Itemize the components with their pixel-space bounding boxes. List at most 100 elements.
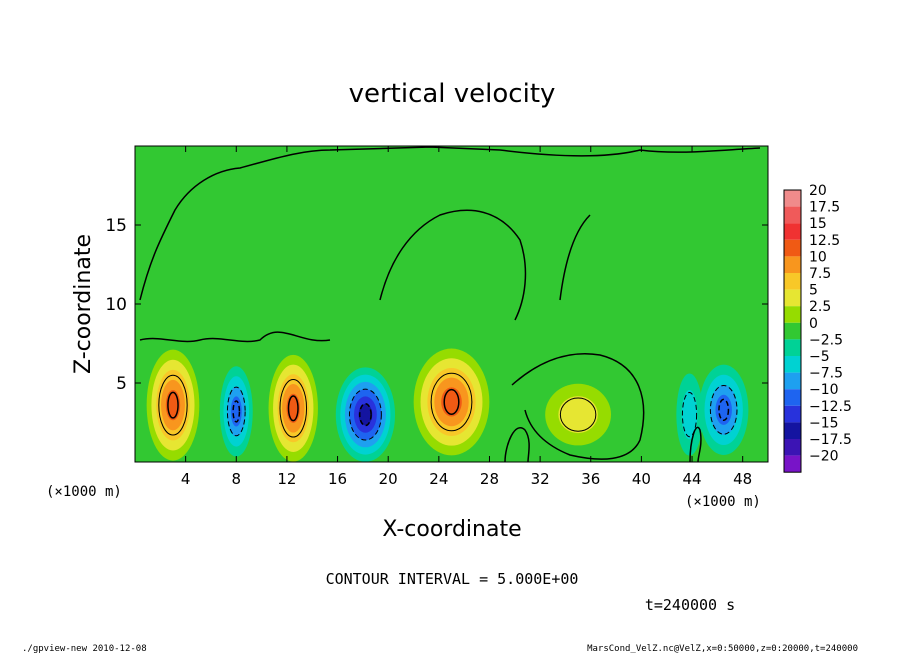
colorbar-swatch (784, 422, 801, 439)
field-features (146, 348, 749, 462)
contour-line (348, 388, 382, 441)
colorbar-swatch (784, 339, 801, 356)
contour-line (681, 391, 698, 438)
colorbar-label: −15 (809, 415, 839, 431)
colorbar-swatch (784, 289, 801, 307)
zero-contour-tower (379, 209, 527, 321)
feature-5 (545, 383, 612, 446)
colorbar-swatch (784, 206, 801, 224)
colorbar-label: 7.5 (809, 266, 831, 282)
colorbar-swatch (784, 306, 801, 323)
colorbar-label: 15 (809, 216, 827, 232)
colorbar-label: 20 (809, 183, 827, 199)
feature-band (571, 408, 585, 421)
colorbar-label: −10 (809, 382, 839, 398)
x-tick-label: 20 (379, 470, 398, 488)
x-tick-label: 24 (429, 470, 448, 488)
colorbar-label: 10 (809, 249, 827, 265)
feature-band (448, 397, 455, 407)
feature-band (234, 406, 239, 417)
x-tick-label: 28 (480, 470, 499, 488)
feature-band (291, 403, 296, 414)
x-tick-label: 16 (328, 470, 347, 488)
contour-line (279, 379, 308, 438)
colorbar-swatch (784, 322, 801, 340)
x-tick-label: 32 (531, 470, 550, 488)
colorbar-label: 17.5 (809, 200, 840, 216)
colorbar-label: 12.5 (809, 233, 840, 249)
zero-contour-upper (139, 146, 761, 301)
feature-2 (268, 354, 318, 462)
x-tick-label: 4 (181, 470, 191, 488)
x-axis-label: X-coordinate (382, 517, 521, 542)
colorbar-label: 2.5 (809, 299, 831, 315)
colorbar-frame (783, 189, 802, 473)
contour-line (709, 385, 738, 435)
contour-interval: CONTOUR INTERVAL = 5.000E+00 (326, 570, 579, 588)
feature-band (363, 410, 368, 419)
feature-6 (676, 373, 703, 456)
feature-1 (219, 366, 253, 457)
colorbar-label: −17.5 (809, 432, 852, 448)
colorbar-label: −12.5 (809, 399, 852, 415)
colorbar-label: −20 (809, 449, 839, 465)
feature-band (686, 406, 693, 423)
contour-line (226, 386, 246, 437)
contour-line (430, 372, 473, 432)
y-axis-label: Z-coordinate (71, 234, 96, 374)
feature-7 (699, 364, 749, 456)
x-unit-right: (×1000 m) (685, 494, 761, 510)
y-tick-label: 5 (116, 374, 127, 394)
colorbar-swatch (784, 372, 801, 390)
contour-line (559, 397, 597, 432)
footer-left: ./gpview-new 2010-12-08 (22, 644, 147, 654)
zero-contour-low (504, 427, 530, 462)
contour-inner (287, 395, 299, 422)
feature-band (720, 404, 727, 415)
colorbar-swatch (784, 455, 801, 473)
colorbar-swatch (784, 223, 801, 240)
time-label: t=240000 s (645, 596, 735, 614)
x-unit-left: (×1000 m) (46, 484, 122, 500)
colorbar-label: 5 (809, 283, 818, 299)
x-tick-label: 8 (232, 470, 242, 488)
contour-inner (443, 388, 460, 416)
y-axis: 5 10 15 (105, 216, 768, 394)
colorbar-label: −7.5 (809, 366, 843, 382)
x-tick-label: 36 (581, 470, 600, 488)
x-tick-label: 44 (682, 470, 701, 488)
x-axis: 4 8 12 16 20 24 28 32 36 40 44 48 (181, 146, 752, 488)
colorbar-swatch (784, 356, 801, 373)
y-tick-label: 10 (105, 295, 127, 315)
colorbar-swatch (784, 439, 801, 456)
colorbar-swatch (784, 256, 801, 273)
chart-title: vertical velocity (349, 79, 556, 109)
x-tick-label: 12 (277, 470, 296, 488)
zero-contour-right-low (689, 426, 702, 462)
colorbar-swatch (784, 273, 801, 290)
contour-line (158, 374, 188, 436)
colorbar-label: −5 (809, 349, 830, 365)
x-tick-label: 40 (632, 470, 651, 488)
x-tick-label: 48 (733, 470, 752, 488)
plot-area (134, 145, 769, 463)
colorbar-swatch (784, 190, 801, 207)
feature-band (170, 400, 176, 411)
colorbar: 2017.51512.5107.552.50−2.5−5−7.5−10−12.5… (783, 183, 852, 473)
colorbar-swatch (784, 405, 801, 423)
colorbar-label: 0 (809, 316, 818, 332)
zero-contour-upper-right (559, 214, 591, 301)
colorbar-label: −2.5 (809, 332, 843, 348)
feature-3 (335, 367, 396, 462)
colorbar-swatch (784, 389, 801, 406)
contour-inner (358, 402, 372, 427)
feature-4 (413, 348, 490, 456)
zero-contours (139, 146, 761, 462)
contour-inner (232, 400, 241, 423)
colorbar-swatch (784, 239, 801, 257)
contour-inner (718, 398, 730, 422)
zero-contour-tower-2 (139, 331, 331, 343)
zero-contour-dip (511, 353, 645, 460)
y-tick-label: 15 (105, 216, 127, 236)
